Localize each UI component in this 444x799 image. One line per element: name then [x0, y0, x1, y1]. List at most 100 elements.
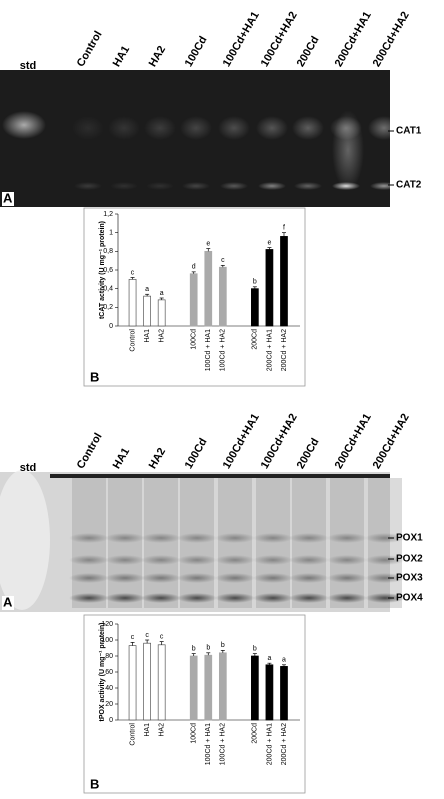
bar: [189, 655, 198, 721]
gel-spot: [220, 182, 248, 190]
band-label: POX2: [396, 554, 423, 565]
significance-letter: d: [192, 264, 196, 271]
band-label: CAT1: [396, 126, 422, 137]
gel-spot: [289, 593, 329, 603]
y-tick-label: 1,2: [103, 211, 113, 218]
gel-spot: [69, 555, 109, 565]
gel-edge: [50, 474, 390, 478]
lane-label: 200Cd+HA2: [371, 10, 412, 69]
x-tick-label: HA2: [159, 329, 166, 343]
bar: [251, 288, 259, 327]
gel-spot: [105, 555, 145, 565]
bar: [143, 295, 151, 327]
gel-spot: [327, 555, 367, 565]
gel-spot: [69, 533, 109, 543]
gel-spot: [365, 533, 405, 543]
gel-spot: [74, 182, 102, 190]
y-axis-label: tCAT activity (U mg⁻¹ protein): [99, 221, 106, 319]
gel-spot: [292, 116, 324, 140]
bar: [204, 654, 213, 721]
bar: [204, 250, 213, 327]
y-tick-label: 120: [101, 621, 113, 628]
lane-label: 100Cd: [183, 34, 210, 69]
significance-letter: e: [206, 240, 210, 247]
gel-spot: [253, 573, 293, 583]
x-tick-label: 100Cd: [191, 329, 198, 350]
x-tick-label: Control: [129, 723, 136, 746]
y-tick-label: 0: [109, 323, 113, 330]
lane-label: HA1: [111, 446, 132, 471]
gel-spot: [177, 555, 217, 565]
gel-spot: [177, 573, 217, 583]
x-tick-label: 100Cd + HA1: [205, 723, 212, 765]
significance-letter: c: [221, 257, 225, 264]
y-tick-label: 100: [101, 637, 113, 644]
gel-spot: [144, 116, 176, 140]
gel-spot: [332, 110, 364, 190]
bar: [218, 652, 227, 721]
gel-spot: [182, 182, 210, 190]
bar: [265, 664, 274, 721]
band-label: POX1: [396, 533, 423, 544]
bar: [265, 249, 274, 327]
y-tick-label: 0: [109, 717, 113, 724]
gel-spot: [368, 116, 400, 140]
bar: [189, 273, 198, 327]
gel-spot: [218, 116, 250, 140]
y-tick-label: 60: [105, 669, 113, 676]
y-tick-label: 0,4: [103, 286, 113, 293]
gel-spot: [141, 573, 181, 583]
gel-spot: [370, 182, 398, 190]
y-tick-label: 1: [109, 230, 113, 237]
bar: [251, 655, 259, 721]
lane-label: HA2: [147, 446, 168, 471]
gel-spot: [141, 555, 181, 565]
gel-spot: [180, 116, 212, 140]
gel-spot: [105, 573, 145, 583]
lane-label: Control: [75, 431, 105, 471]
y-tick-label: 80: [105, 653, 113, 660]
panel-label: A: [3, 190, 13, 205]
gel-spot: [2, 111, 46, 139]
significance-letter: c: [131, 634, 135, 641]
y-tick-label: 20: [105, 701, 113, 708]
band-label: POX4: [396, 593, 423, 604]
lane-label: HA2: [147, 44, 168, 69]
gel-spot: [289, 533, 329, 543]
y-axis-label: tPOX activity (U mg⁻¹ protein): [99, 623, 106, 722]
lane-label: 100Cd+HA1: [221, 10, 262, 69]
lane-label: 100Cd: [183, 436, 210, 471]
gel-spot: [365, 593, 405, 603]
x-tick-label: HA1: [144, 329, 151, 343]
significance-letter: b: [221, 642, 225, 649]
gel-spot: [258, 182, 286, 190]
x-tick-label: HA1: [144, 723, 151, 737]
gel-spot: [253, 593, 293, 603]
panel-bg: [2, 596, 14, 610]
gel-spot: [177, 533, 217, 543]
gel-spot: [215, 573, 255, 583]
gel-spot: [105, 593, 145, 603]
gel-spot: [177, 593, 217, 603]
x-tick-label: 100Cd + HA2: [220, 723, 227, 765]
gel-spot: [365, 555, 405, 565]
gel-spot: [256, 116, 288, 140]
gel-spot: [253, 533, 293, 543]
x-tick-label: 200Cd + HA1: [266, 723, 273, 765]
x-tick-label: 200Cd: [252, 329, 259, 350]
x-tick-label: 200Cd + HA1: [266, 329, 273, 371]
x-tick-label: 100Cd: [191, 723, 198, 744]
panel-bg: [2, 192, 14, 206]
bar: [218, 266, 227, 327]
x-tick-label: HA2: [159, 723, 166, 737]
gel-spot: [141, 593, 181, 603]
gel-spot: [215, 593, 255, 603]
gel-spot: [289, 573, 329, 583]
lane-label: HA1: [111, 44, 132, 69]
gel-spot: [108, 116, 140, 140]
x-tick-label: Control: [129, 329, 136, 352]
significance-letter: c: [131, 269, 135, 276]
gel-spot: [327, 573, 367, 583]
bar: [280, 236, 288, 327]
y-tick-label: 40: [105, 685, 113, 692]
